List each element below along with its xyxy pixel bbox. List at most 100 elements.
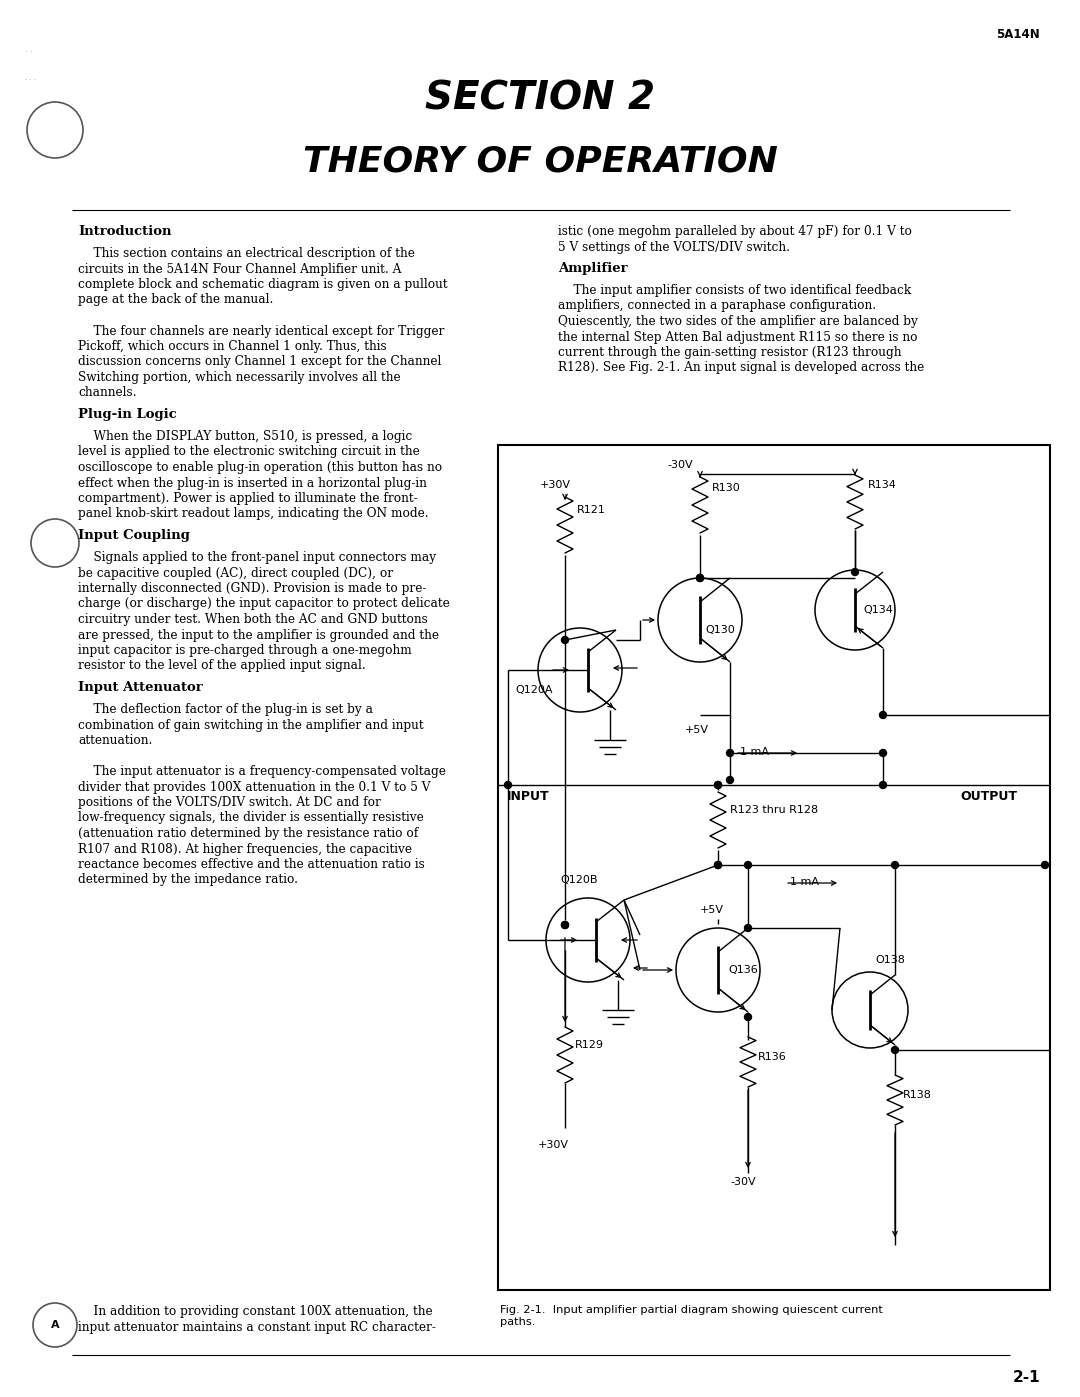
Text: When the DISPLAY button, S510, is pressed, a logic: When the DISPLAY button, S510, is presse… xyxy=(78,430,413,443)
Text: R121: R121 xyxy=(577,504,606,515)
Circle shape xyxy=(697,574,703,581)
Text: Plug-in Logic: Plug-in Logic xyxy=(78,408,177,420)
Text: 5A14N: 5A14N xyxy=(996,28,1040,41)
Circle shape xyxy=(715,862,721,869)
Text: O138: O138 xyxy=(875,956,905,965)
Text: (attenuation ratio determined by the resistance ratio of: (attenuation ratio determined by the res… xyxy=(78,827,418,840)
Text: channels.: channels. xyxy=(78,387,136,400)
Text: reactance becomes effective and the attenuation ratio is: reactance becomes effective and the atte… xyxy=(78,858,424,870)
Circle shape xyxy=(727,750,733,757)
Text: R130: R130 xyxy=(712,483,741,493)
Text: compartment). Power is applied to illuminate the front-: compartment). Power is applied to illumi… xyxy=(78,492,418,504)
Text: Pickoff, which occurs in Channel 1 only. Thus, this: Pickoff, which occurs in Channel 1 only.… xyxy=(78,339,387,353)
Text: R134: R134 xyxy=(868,481,896,490)
Text: Q130: Q130 xyxy=(705,624,734,636)
Text: R138: R138 xyxy=(903,1090,932,1099)
Text: . .: . . xyxy=(25,45,32,54)
Text: Switching portion, which necessarily involves all the: Switching portion, which necessarily inv… xyxy=(78,372,401,384)
Circle shape xyxy=(504,781,512,788)
Text: +5V: +5V xyxy=(685,725,708,735)
Text: -30V: -30V xyxy=(730,1178,756,1187)
Text: circuitry under test. When both the AC and GND buttons: circuitry under test. When both the AC a… xyxy=(78,613,428,626)
Circle shape xyxy=(562,637,568,644)
Circle shape xyxy=(744,862,752,869)
Text: R136: R136 xyxy=(758,1052,786,1062)
Text: divider that provides 100X attenuation in the 0.1 V to 5 V: divider that provides 100X attenuation i… xyxy=(78,781,431,793)
Text: Q136: Q136 xyxy=(728,965,758,975)
Text: positions of the VOLTS/DIV switch. At DC and for: positions of the VOLTS/DIV switch. At DC… xyxy=(78,796,381,809)
Text: A: A xyxy=(51,1320,59,1330)
Text: R107 and R108). At higher frequencies, the capacitive: R107 and R108). At higher frequencies, t… xyxy=(78,842,411,855)
Text: Introduction: Introduction xyxy=(78,225,172,237)
Circle shape xyxy=(744,925,752,932)
Text: The input attenuator is a frequency-compensated voltage: The input attenuator is a frequency-comp… xyxy=(78,766,446,778)
Text: page at the back of the manual.: page at the back of the manual. xyxy=(78,293,273,306)
Text: determined by the impedance ratio.: determined by the impedance ratio. xyxy=(78,873,298,887)
Text: Q120A: Q120A xyxy=(515,685,553,694)
Text: complete block and schematic diagram is given on a pullout: complete block and schematic diagram is … xyxy=(78,278,447,291)
Text: istic (one megohm paralleled by about 47 pF) for 0.1 V to: istic (one megohm paralleled by about 47… xyxy=(558,225,912,237)
Text: SECTION 2: SECTION 2 xyxy=(426,80,654,117)
Text: 5 V settings of the VOLTS/DIV switch.: 5 V settings of the VOLTS/DIV switch. xyxy=(558,240,789,253)
Circle shape xyxy=(562,922,568,929)
Text: THEORY OF OPERATION: THEORY OF OPERATION xyxy=(302,145,778,179)
Circle shape xyxy=(879,750,887,757)
Circle shape xyxy=(851,569,859,576)
Text: low-frequency signals, the divider is essentially resistive: low-frequency signals, the divider is es… xyxy=(78,812,423,824)
Text: OUTPUT: OUTPUT xyxy=(960,789,1017,803)
Text: Input Attenuator: Input Attenuator xyxy=(78,680,203,694)
Circle shape xyxy=(562,922,568,929)
Text: R129: R129 xyxy=(575,1039,604,1051)
Text: . . .: . . . xyxy=(25,75,37,81)
Text: be capacitive coupled (AC), direct coupled (DC), or: be capacitive coupled (AC), direct coupl… xyxy=(78,567,393,580)
Text: internally disconnected (GND). Provision is made to pre-: internally disconnected (GND). Provision… xyxy=(78,583,427,595)
Text: Amplifier: Amplifier xyxy=(558,263,627,275)
Circle shape xyxy=(891,1046,899,1053)
Text: input attenuator maintains a constant input RC character-: input attenuator maintains a constant in… xyxy=(78,1320,436,1334)
Text: amplifiers, connected in a paraphase configuration.: amplifiers, connected in a paraphase con… xyxy=(558,299,876,313)
Circle shape xyxy=(697,574,703,581)
Text: -30V: -30V xyxy=(667,460,692,469)
Text: Q134: Q134 xyxy=(863,605,893,615)
Text: In addition to providing constant 100X attenuation, the: In addition to providing constant 100X a… xyxy=(78,1305,433,1317)
Text: current through the gain-setting resistor (R123 through: current through the gain-setting resisto… xyxy=(558,346,902,359)
Circle shape xyxy=(1041,862,1049,869)
Text: +30V: +30V xyxy=(540,481,571,490)
Text: circuits in the 5A14N Four Channel Amplifier unit. A: circuits in the 5A14N Four Channel Ampli… xyxy=(78,263,402,275)
Text: charge (or discharge) the input capacitor to protect delicate: charge (or discharge) the input capacito… xyxy=(78,598,449,610)
Text: the internal Step Atten Bal adjustment R115 so there is no: the internal Step Atten Bal adjustment R… xyxy=(558,331,918,344)
Circle shape xyxy=(715,781,721,788)
Text: The deflection factor of the plug-in is set by a: The deflection factor of the plug-in is … xyxy=(78,703,373,717)
Text: R123 thru R128: R123 thru R128 xyxy=(730,805,819,814)
Text: This section contains an electrical description of the: This section contains an electrical desc… xyxy=(78,247,415,260)
Text: R128). See Fig. 2-1. An input signal is developed across the: R128). See Fig. 2-1. An input signal is … xyxy=(558,362,924,374)
Text: discussion concerns only Channel 1 except for the Channel: discussion concerns only Channel 1 excep… xyxy=(78,355,442,369)
Text: 1 mA: 1 mA xyxy=(789,877,819,887)
Circle shape xyxy=(727,777,733,784)
Text: attenuation.: attenuation. xyxy=(78,733,152,747)
Text: level is applied to the electronic switching circuit in the: level is applied to the electronic switc… xyxy=(78,446,420,458)
FancyBboxPatch shape xyxy=(498,446,1050,1289)
Text: Fig. 2-1.  Input amplifier partial diagram showing quiescent current
paths.: Fig. 2-1. Input amplifier partial diagra… xyxy=(500,1305,882,1327)
Circle shape xyxy=(879,711,887,718)
Text: combination of gain switching in the amplifier and input: combination of gain switching in the amp… xyxy=(78,718,423,732)
Text: are pressed, the input to the amplifier is grounded and the: are pressed, the input to the amplifier … xyxy=(78,629,438,641)
Text: Quiescently, the two sides of the amplifier are balanced by: Quiescently, the two sides of the amplif… xyxy=(558,314,918,328)
Text: 1 mA: 1 mA xyxy=(740,747,769,757)
Text: +5V: +5V xyxy=(700,905,724,915)
Circle shape xyxy=(891,862,899,869)
Text: The four channels are nearly identical except for Trigger: The four channels are nearly identical e… xyxy=(78,324,444,338)
Text: Signals applied to the front-panel input connectors may: Signals applied to the front-panel input… xyxy=(78,550,436,564)
Text: Input Coupling: Input Coupling xyxy=(78,529,190,542)
Text: input capacitor is pre-charged through a one-megohm: input capacitor is pre-charged through a… xyxy=(78,644,411,657)
Circle shape xyxy=(715,781,721,788)
Circle shape xyxy=(744,1013,752,1020)
Text: resistor to the level of the applied input signal.: resistor to the level of the applied inp… xyxy=(78,659,366,672)
Text: INPUT: INPUT xyxy=(507,789,550,803)
Text: 2-1: 2-1 xyxy=(1012,1370,1040,1384)
Circle shape xyxy=(879,781,887,788)
Text: Q120B: Q120B xyxy=(561,875,597,886)
Text: The input amplifier consists of two identifical feedback: The input amplifier consists of two iden… xyxy=(558,284,912,298)
Text: oscilloscope to enable plug-in operation (this button has no: oscilloscope to enable plug-in operation… xyxy=(78,461,442,474)
Text: +30V: +30V xyxy=(538,1140,569,1150)
